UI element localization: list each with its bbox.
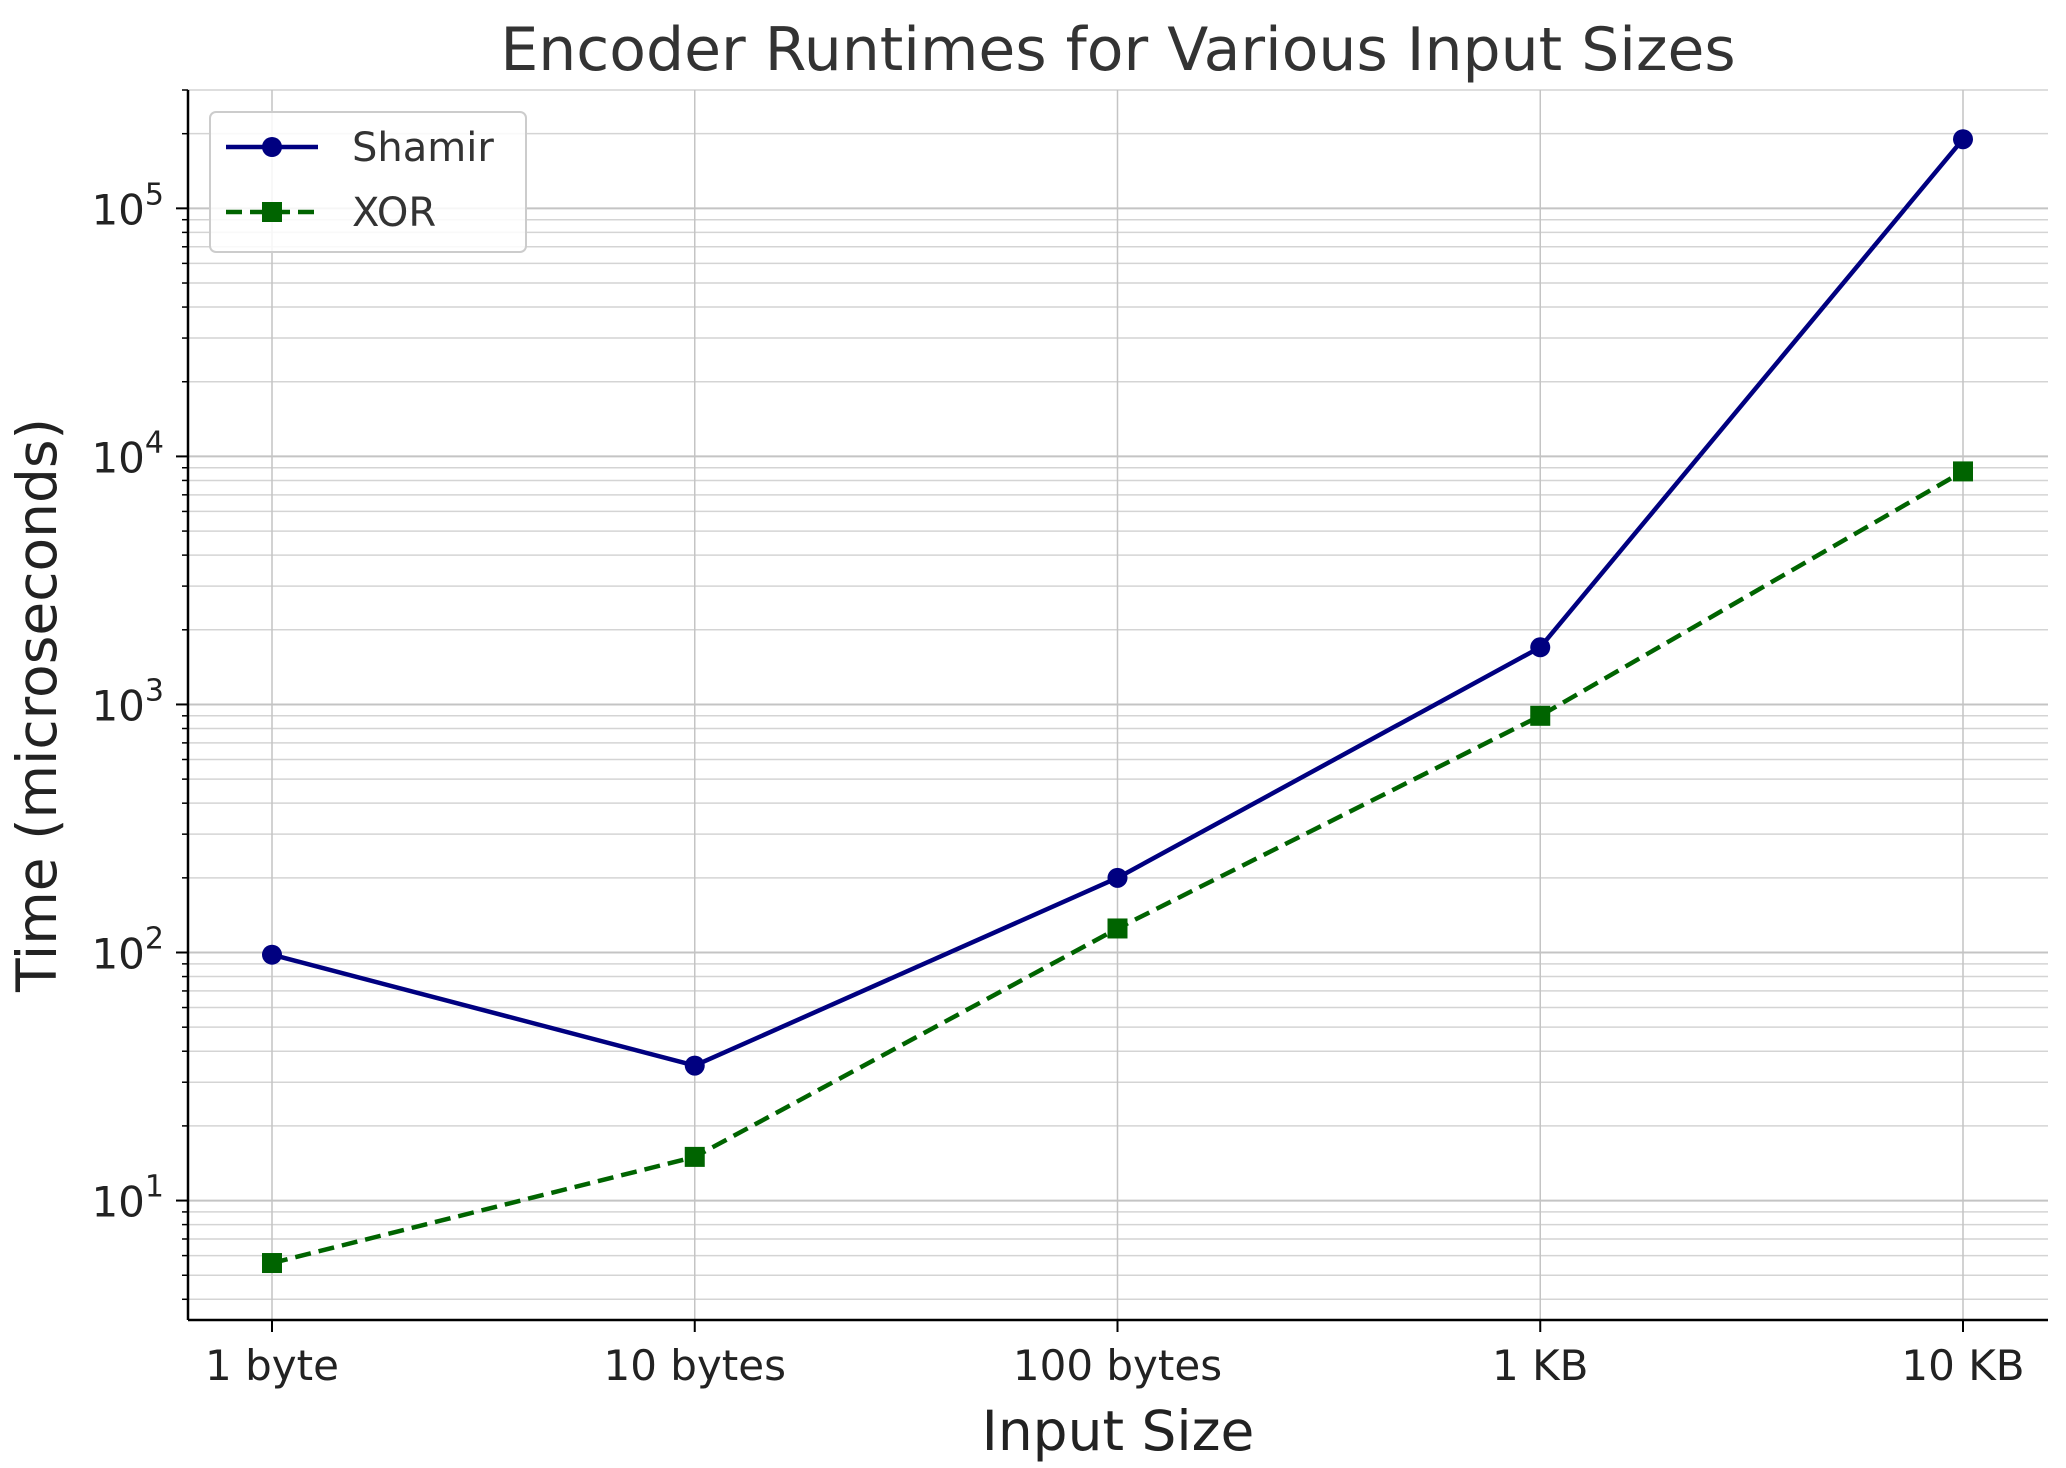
y-tick-label: 101	[91, 1170, 164, 1227]
data-point-xor	[1107, 918, 1128, 939]
data-point-xor	[1530, 705, 1551, 726]
x-tick-label: 100 bytes	[1013, 1341, 1222, 1390]
data-series	[262, 129, 1973, 1274]
data-point-shamir	[1530, 637, 1551, 658]
y-tick-label: 102	[91, 922, 164, 979]
x-tick-label: 10 bytes	[604, 1341, 787, 1390]
data-point-xor	[262, 1253, 282, 1274]
x-axis-label: Input Size	[982, 1399, 1255, 1463]
legend-item-xor: XOR	[226, 190, 436, 236]
y-axis-label: Time (microseconds)	[5, 418, 69, 993]
series-shamir	[262, 129, 1973, 1076]
legend-item-shamir: Shamir	[226, 125, 494, 171]
data-point-xor	[1953, 461, 1973, 482]
data-point-shamir	[262, 944, 282, 965]
y-axis-ticks: 101 102 103 104 105	[91, 89, 188, 1301]
data-point-shamir	[684, 1055, 705, 1076]
data-point-shamir	[1953, 129, 1973, 150]
x-axis-ticks: 1 byte 10 bytes 100 bytes 1 KB 10 KB	[205, 1320, 2025, 1390]
legend: Shamir XOR	[209, 111, 527, 253]
y-tick-label: 103	[91, 673, 164, 730]
y-tick-label: 104	[91, 425, 164, 482]
x-tick-label: 10 KB	[1901, 1341, 2024, 1390]
data-point-shamir	[1107, 867, 1128, 888]
x-tick-label: 1 KB	[1492, 1341, 1588, 1390]
data-point-xor	[684, 1146, 705, 1167]
legend-label-shamir: Shamir	[352, 125, 494, 171]
grid-lines	[188, 89, 2048, 1320]
legend-label-xor: XOR	[352, 190, 436, 236]
legend-marker-xor	[262, 202, 282, 222]
y-tick-label: 105	[91, 177, 164, 234]
series-xor	[262, 461, 1973, 1274]
chart-title: Encoder Runtimes for Various Input Sizes	[500, 15, 1735, 85]
legend-marker-shamir	[262, 137, 282, 157]
x-tick-label: 1 byte	[205, 1341, 339, 1390]
